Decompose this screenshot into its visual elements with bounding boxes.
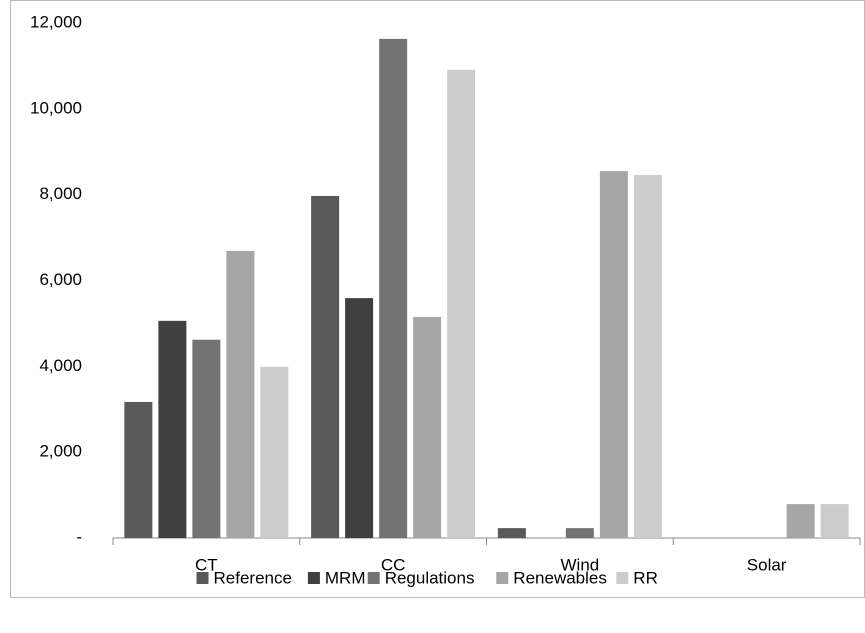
y-tick-label: 6,000 <box>39 270 82 289</box>
x-tick-label: CC <box>381 555 406 574</box>
legend-label: Reference <box>214 568 292 587</box>
legend-label: MRM <box>325 568 366 587</box>
bar <box>226 250 255 538</box>
legend-swatch <box>496 572 509 584</box>
legend-swatch <box>367 572 380 584</box>
legend-label: Regulations <box>385 568 475 587</box>
bar <box>192 339 221 538</box>
bar <box>413 316 442 538</box>
bar <box>158 320 187 538</box>
y-tick-label: 12,000 <box>30 12 82 31</box>
y-tick-label: 10,000 <box>30 98 82 117</box>
bar <box>447 69 476 538</box>
x-tick-label: Solar <box>747 555 787 574</box>
legend-swatch <box>616 572 629 584</box>
legend-swatch <box>196 572 209 584</box>
bar <box>820 504 849 538</box>
bar <box>311 195 340 538</box>
y-tick-label: 2,000 <box>39 442 82 461</box>
x-tick-label: CT <box>195 555 218 574</box>
y-tick-label: 8,000 <box>39 184 82 203</box>
bar <box>379 38 408 539</box>
x-tick-label: Wind <box>561 555 600 574</box>
legend-swatch <box>307 572 320 584</box>
legend-label: RR <box>633 568 658 587</box>
bar <box>786 504 815 538</box>
bar <box>497 528 526 538</box>
legend-label: Renewables <box>513 568 607 587</box>
bar <box>124 401 153 538</box>
bar <box>260 366 289 538</box>
bar <box>633 174 662 539</box>
y-tick-label: - <box>76 527 82 546</box>
bar <box>345 298 374 538</box>
bar <box>565 528 594 538</box>
bar <box>599 171 628 538</box>
y-tick-label: 4,000 <box>39 356 82 375</box>
